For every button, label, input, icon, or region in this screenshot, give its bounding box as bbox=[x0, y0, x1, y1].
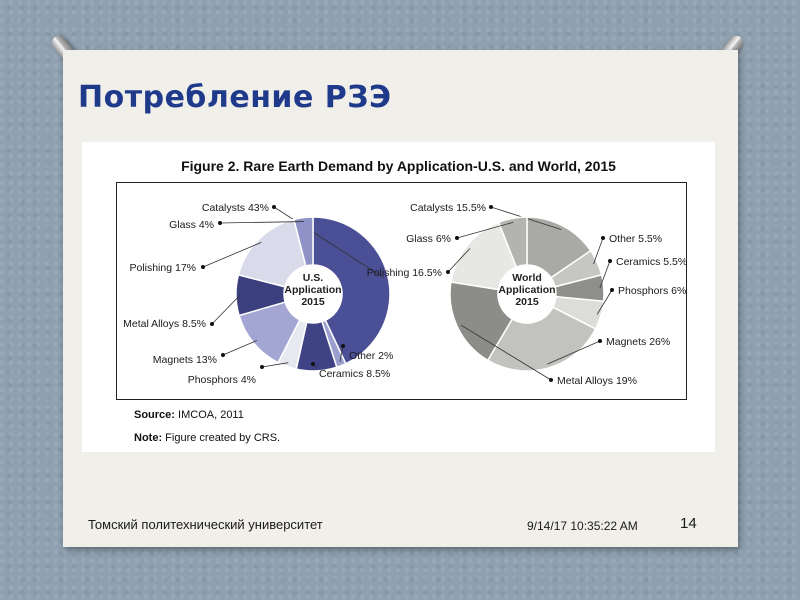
pie-0-dot-catalysts bbox=[272, 205, 276, 209]
page-number: 14 bbox=[680, 515, 697, 532]
footer-university: Томский политехнический университет bbox=[88, 517, 323, 532]
pie-0-label-catalysts: Catalysts 43% bbox=[202, 202, 269, 214]
pie-1-leader-polishing bbox=[447, 248, 471, 273]
pie-1-center-label: Application bbox=[498, 284, 555, 296]
slide-title: Потребление РЗЭ bbox=[78, 80, 392, 115]
donut-charts: Catalysts 43% Other 2% Ceramics 8.5% Phosph… bbox=[123, 202, 687, 387]
pie-0-leader-catalysts bbox=[273, 206, 385, 279]
pie-1-dot-metal-alloys bbox=[549, 378, 553, 382]
pie-1-leader-phosphors bbox=[596, 289, 613, 315]
pie-0-label-metal-alloys: Metal Alloys 8.5% bbox=[123, 318, 206, 330]
pie-1-center-label: World bbox=[512, 272, 542, 284]
pie-0-center bbox=[283, 264, 343, 324]
pie-0-dot-other bbox=[341, 344, 345, 348]
pie-1-leader-ceramics bbox=[599, 260, 611, 289]
pie-1-dot-ceramics bbox=[608, 259, 612, 263]
pie-1-dot-magnets bbox=[598, 339, 602, 343]
figure-note: Note: Figure created by CRS. bbox=[134, 432, 280, 444]
pie-1-label-glass: Glass 6% bbox=[406, 233, 451, 245]
chart-frame: Catalysts 43% Other 2% Ceramics 8.5% Phosph… bbox=[116, 182, 687, 400]
note-label: Note: bbox=[134, 432, 163, 444]
pie-1-dot-other bbox=[601, 236, 605, 240]
footer-date: 9/14/17 10:35:22 AM bbox=[527, 519, 638, 533]
pie-0-center-label: U.S. bbox=[303, 272, 324, 284]
pie-0-label-other: Other 2% bbox=[349, 350, 393, 362]
figure-box: Figure 2. Rare Earth Demand by Applicati… bbox=[82, 142, 715, 452]
source-label: Source: bbox=[134, 409, 175, 421]
pie-1-leader-glass bbox=[456, 221, 514, 239]
pie-0-leader-phosphors bbox=[261, 362, 289, 368]
pie-1-label-catalysts: Catalysts 15.5% bbox=[410, 202, 486, 214]
pie-0-leader-glass bbox=[219, 221, 304, 224]
pie-0-label-ceramics: Ceramics 8.5% bbox=[319, 368, 390, 380]
pie-0-leader-polishing bbox=[202, 242, 262, 268]
pie-0-dot-phosphors bbox=[260, 365, 264, 369]
pie-1-label-other: Other 5.5% bbox=[609, 233, 662, 245]
pie-0-center-label: Application bbox=[284, 284, 341, 296]
pie-1-label-ceramics: Ceramics 5.5% bbox=[616, 256, 687, 268]
pie-1-label-metal-alloys: Metal Alloys 19% bbox=[557, 375, 637, 387]
pie-0-leader-other bbox=[339, 345, 344, 362]
pie-1-dot-catalysts bbox=[489, 205, 493, 209]
pie-1-center bbox=[497, 264, 557, 324]
pie-0-label-magnets: Magnets 13% bbox=[153, 354, 217, 366]
source-text: IMCOA, 2011 bbox=[178, 409, 244, 421]
pie-1-leader-other bbox=[593, 237, 604, 265]
pie-1-dot-polishing bbox=[446, 270, 450, 274]
pie-1-leader-magnets bbox=[547, 340, 601, 365]
figure-title: Figure 2. Rare Earth Demand by Applicati… bbox=[181, 158, 616, 174]
pie-1-dot-phosphors bbox=[610, 288, 614, 292]
pie-0-label-glass: Glass 4% bbox=[169, 219, 214, 231]
pie-0-leader-magnets bbox=[222, 340, 257, 356]
pie-0-dot-magnets bbox=[221, 353, 225, 357]
pie-0-label-polishing: Polishing 17% bbox=[129, 262, 196, 274]
pie-1-label-polishing: Polishing 16.5% bbox=[367, 267, 442, 279]
pie-0-leader-metal-alloys bbox=[211, 294, 241, 325]
pie-0-dot-ceramics bbox=[311, 362, 315, 366]
pie-0-label-phosphors: Phosphors 4% bbox=[188, 374, 256, 386]
pie-0-dot-metal-alloys bbox=[210, 322, 214, 326]
figure-source: Source: IMCOA, 2011 bbox=[134, 409, 244, 421]
pie-1-label-magnets: Magnets 26% bbox=[606, 336, 670, 348]
pie-1-dot-glass bbox=[455, 236, 459, 240]
pie-0-center-label: 2015 bbox=[301, 296, 325, 308]
pie-1-center-label: 2015 bbox=[515, 296, 539, 308]
pie-0-dot-polishing bbox=[201, 265, 205, 269]
pie-1-leader-metal-alloys bbox=[460, 324, 552, 381]
note-text: Figure created by CRS. bbox=[165, 432, 281, 444]
pie-1-label-phosphors: Phosphors 6% bbox=[618, 285, 686, 297]
pie-0-dot-glass bbox=[218, 221, 222, 225]
